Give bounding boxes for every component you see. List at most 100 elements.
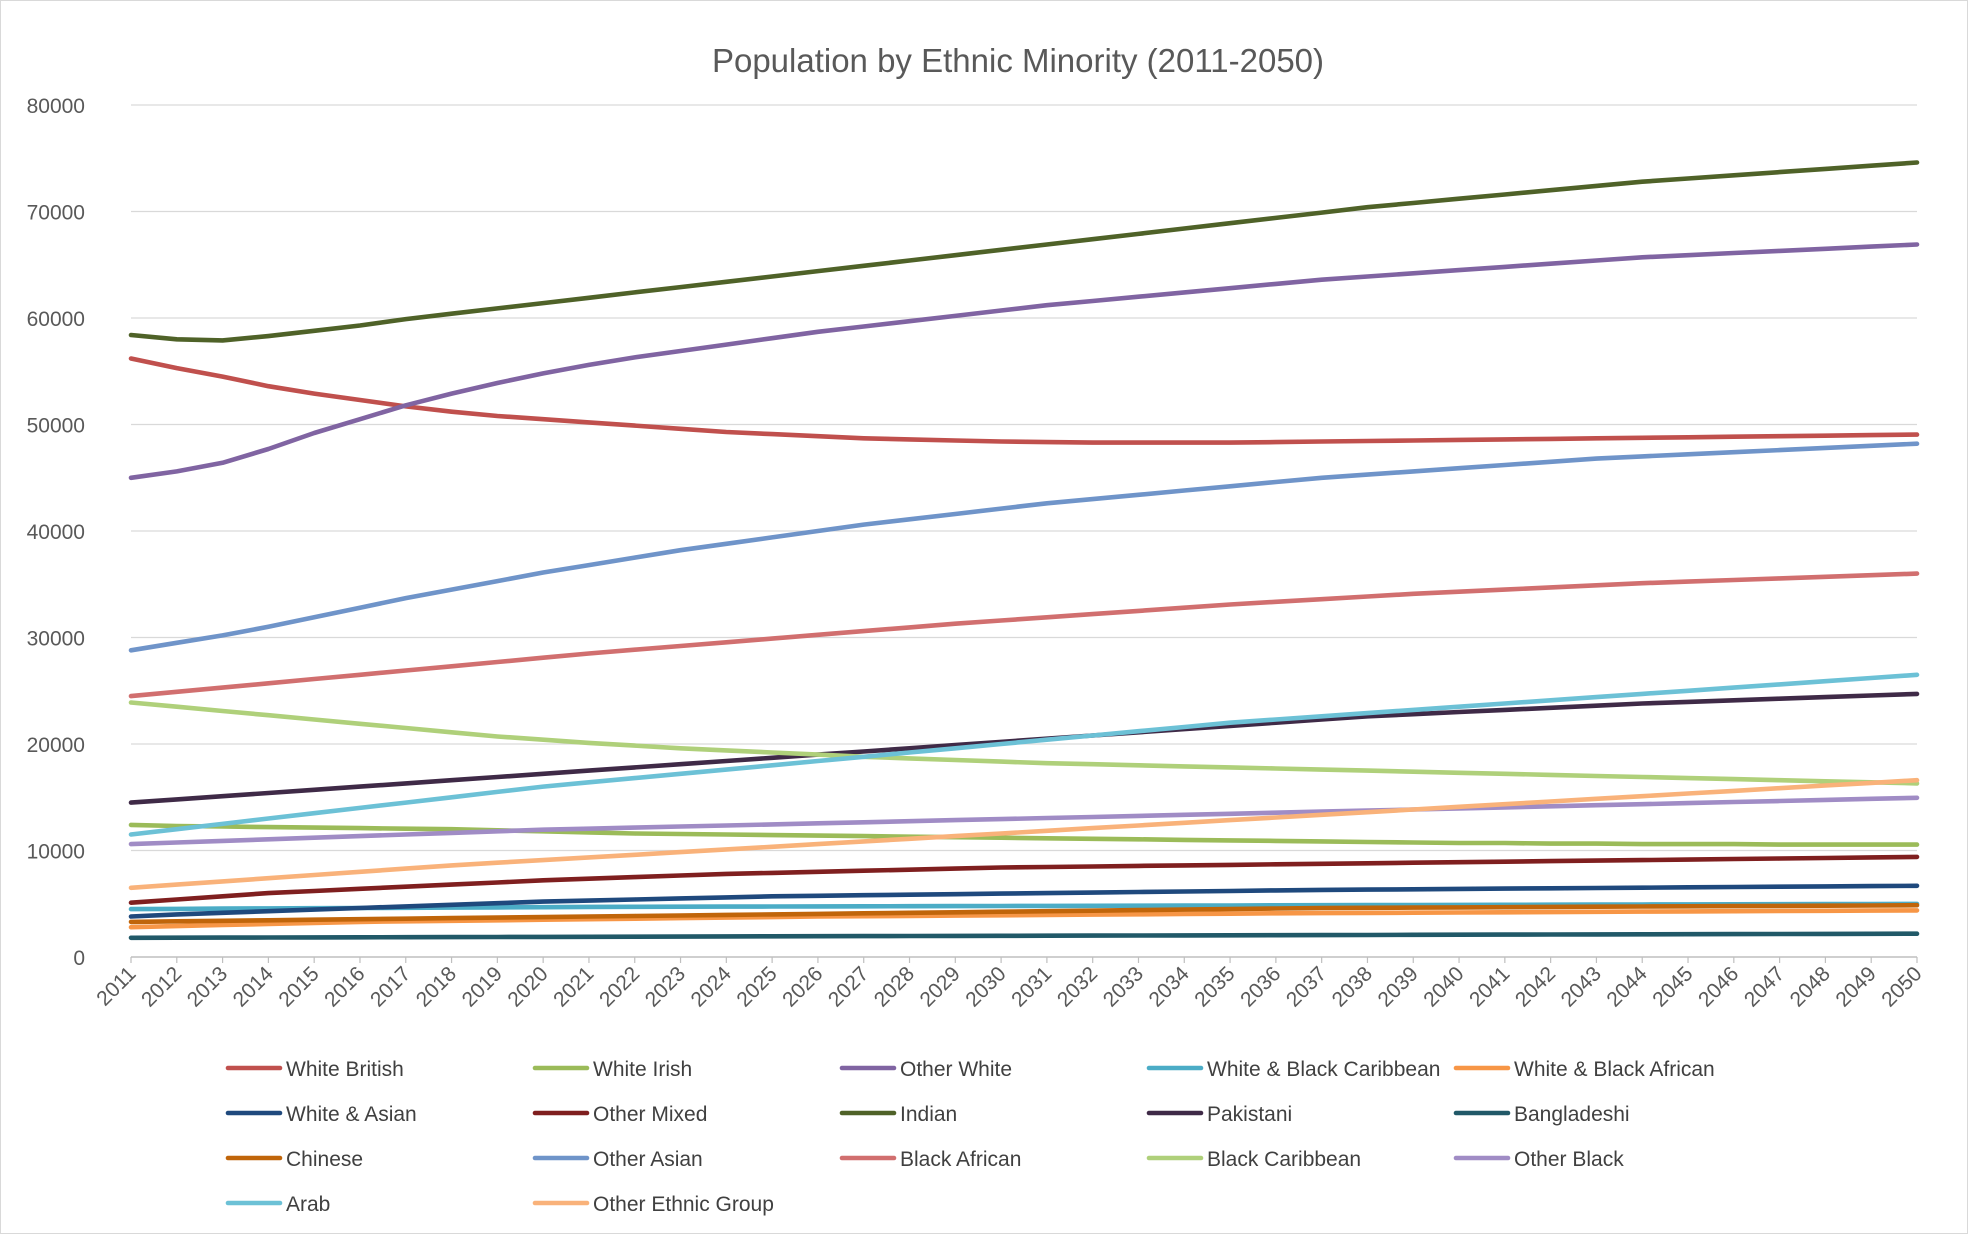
x-tick-label: 2020 bbox=[503, 962, 552, 1011]
x-tick-label: 2017 bbox=[366, 962, 415, 1011]
y-tick-label: 30000 bbox=[27, 628, 85, 651]
legend: White British White Irish Other White White… bbox=[225, 1058, 1715, 1216]
y-tick-label: 10000 bbox=[27, 841, 85, 864]
legend-item: Other Ethnic Group bbox=[532, 1193, 774, 1216]
x-tick-label: 2050 bbox=[1877, 962, 1926, 1011]
series-line-other-black bbox=[128, 795, 1920, 847]
x-tick-label: 2041 bbox=[1465, 962, 1514, 1011]
series-line-bangladeshi bbox=[128, 931, 1920, 941]
x-tick-label: 2024 bbox=[687, 962, 737, 1012]
legend-label: Arab bbox=[286, 1193, 330, 1216]
x-tick-label: 2013 bbox=[183, 962, 232, 1011]
x-tick-label: 2032 bbox=[1053, 962, 1102, 1011]
legend-label: Other Asian bbox=[593, 1148, 703, 1171]
legend-label: Black Caribbean bbox=[1207, 1148, 1361, 1171]
legend-label: White & Asian bbox=[286, 1103, 417, 1126]
series-line-other-white bbox=[128, 242, 1920, 481]
legend-label: Pakistani bbox=[1207, 1103, 1292, 1126]
legend-item: Chinese bbox=[225, 1148, 363, 1171]
x-tick-label: 2026 bbox=[778, 962, 827, 1011]
legend-item: White & Black Caribbean bbox=[1146, 1058, 1440, 1081]
x-tick-label: 2025 bbox=[732, 962, 781, 1011]
legend-label: Chinese bbox=[286, 1148, 363, 1171]
x-tick-label: 2033 bbox=[1099, 962, 1148, 1011]
x-tick-label: 2036 bbox=[1236, 962, 1285, 1011]
series-line-black-african bbox=[128, 571, 1920, 699]
x-tick-label: 2037 bbox=[1282, 962, 1331, 1011]
x-tick-label: 2031 bbox=[1007, 962, 1056, 1011]
y-axis: 0 10000 20000 30000 40000 50000 60000 70000 8000… bbox=[27, 95, 85, 970]
legend-label: Other Mixed bbox=[593, 1103, 707, 1126]
series-lines bbox=[128, 160, 1920, 941]
legend-item: Arab bbox=[225, 1193, 330, 1216]
series-line-other-asian bbox=[128, 441, 1920, 653]
x-tick-label: 2048 bbox=[1786, 962, 1835, 1011]
legend-item: Black Caribbean bbox=[1146, 1148, 1361, 1171]
legend-label: White & Black Caribbean bbox=[1207, 1058, 1440, 1081]
x-tick-label: 2047 bbox=[1740, 962, 1789, 1011]
series-line-other-ethnic-group bbox=[128, 777, 1920, 891]
legend-label: Indian bbox=[900, 1103, 957, 1126]
legend-item: Bangladeshi bbox=[1453, 1103, 1630, 1126]
legend-item: Pakistani bbox=[1146, 1103, 1292, 1126]
y-tick-label: 80000 bbox=[27, 95, 85, 118]
y-tick-label: 40000 bbox=[27, 521, 85, 544]
legend-label: Bangladeshi bbox=[1514, 1103, 1630, 1126]
legend-label: Other White bbox=[900, 1058, 1012, 1081]
series-line-chinese bbox=[128, 902, 1920, 925]
series-line-white-asian bbox=[128, 883, 1920, 919]
x-tick-label: 2034 bbox=[1145, 962, 1195, 1012]
legend-label: Black African bbox=[900, 1148, 1021, 1171]
series-line-indian bbox=[128, 160, 1920, 343]
series-line-black-caribbean bbox=[128, 700, 1920, 786]
x-tick-label: 2019 bbox=[458, 962, 507, 1011]
legend-item: Black African bbox=[839, 1148, 1021, 1171]
x-tick-label: 2023 bbox=[641, 962, 690, 1011]
legend-label: White & Black African bbox=[1514, 1058, 1715, 1081]
x-tick-label: 2049 bbox=[1831, 962, 1880, 1011]
series-line-arab bbox=[128, 672, 1920, 837]
x-tick-label: 2021 bbox=[549, 962, 598, 1011]
y-tick-label: 0 bbox=[73, 947, 85, 970]
legend-item: White & Black African bbox=[1453, 1058, 1715, 1081]
legend-label: Other Ethnic Group bbox=[593, 1193, 774, 1216]
x-tick-label: 2043 bbox=[1557, 962, 1606, 1011]
series-line-pakistani bbox=[128, 691, 1920, 805]
x-tick-label: 2022 bbox=[595, 962, 644, 1011]
y-tick-label: 60000 bbox=[27, 308, 85, 331]
y-tick-label: 20000 bbox=[27, 734, 85, 757]
legend-item: Other Black bbox=[1453, 1148, 1624, 1171]
x-tick-label: 2015 bbox=[274, 962, 323, 1011]
legend-label: White Irish bbox=[593, 1058, 692, 1081]
x-tick-label: 2018 bbox=[412, 962, 461, 1011]
series-line-white-black-african bbox=[128, 908, 1920, 930]
x-tick-label: 2011 bbox=[92, 962, 140, 1010]
series-line-white-british bbox=[128, 356, 1920, 445]
legend-item: White British bbox=[225, 1058, 404, 1081]
x-tick-label: 2044 bbox=[1602, 962, 1652, 1012]
x-tick-label: 2040 bbox=[1419, 962, 1468, 1011]
x-tick-label: 2038 bbox=[1328, 962, 1377, 1011]
legend-item: Other Mixed bbox=[532, 1103, 707, 1126]
x-tick-label: 2014 bbox=[229, 962, 279, 1012]
x-tick-label: 2030 bbox=[961, 962, 1010, 1011]
y-tick-label: 70000 bbox=[27, 202, 85, 225]
legend-item: Other White bbox=[839, 1058, 1012, 1081]
x-tick-label: 2046 bbox=[1694, 962, 1743, 1011]
x-tick-label: 2012 bbox=[137, 962, 186, 1011]
x-tick-label: 2035 bbox=[1190, 962, 1239, 1011]
x-tick-label: 2042 bbox=[1511, 962, 1560, 1011]
legend-item: Other Asian bbox=[532, 1148, 703, 1171]
series-line-other-mixed bbox=[128, 854, 1920, 906]
legend-item: White & Asian bbox=[225, 1103, 417, 1126]
x-tick-label: 2028 bbox=[870, 962, 919, 1011]
y-tick-label: 50000 bbox=[27, 415, 85, 438]
x-tick-label: 2016 bbox=[320, 962, 369, 1011]
legend-label: White British bbox=[286, 1058, 404, 1081]
legend-label: Other Black bbox=[1514, 1148, 1624, 1171]
x-axis: 2011201220132014201520162017201820192020… bbox=[92, 956, 1927, 1012]
legend-item: White Irish bbox=[532, 1058, 692, 1081]
x-tick-label: 2029 bbox=[916, 962, 965, 1011]
